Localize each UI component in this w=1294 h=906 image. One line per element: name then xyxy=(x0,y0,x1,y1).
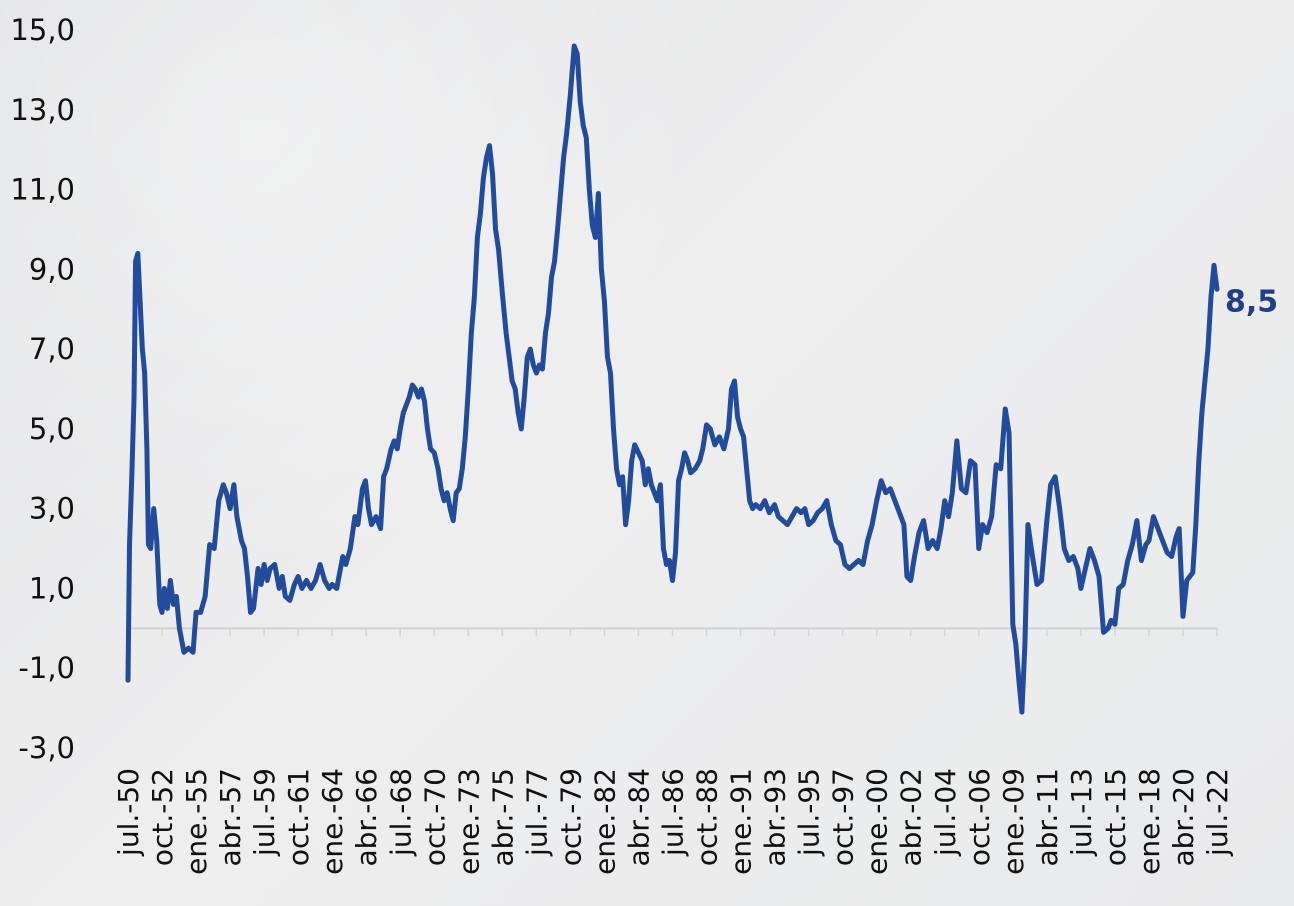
x-tick-label: jul.-22 xyxy=(1201,768,1234,857)
x-tick-label: jul.-68 xyxy=(384,768,417,857)
x-tick-label: oct.-06 xyxy=(963,768,996,866)
x-tick-label: jul.-04 xyxy=(929,768,962,857)
y-tick-label: 3,0 xyxy=(29,492,75,526)
y-axis: 15,0 13,0 11,0 9,0 7,0 5,0 3,0 1,0 -1,0 -3,0 xyxy=(10,13,75,765)
x-tick-label: oct.-52 xyxy=(146,768,179,866)
series-layer xyxy=(125,43,1220,715)
y-tick-label: 1,0 xyxy=(29,571,75,605)
x-tick-label: jul.-50 xyxy=(112,768,145,857)
x-tick-label: jul.-13 xyxy=(1065,768,1098,857)
last-value-label: 8,5 xyxy=(1225,284,1278,319)
x-tick-label: oct.-79 xyxy=(554,768,587,866)
x-tick-label: abr.-11 xyxy=(1031,768,1064,867)
x-tick-label: oct.-70 xyxy=(418,768,451,866)
y-tick-label: 11,0 xyxy=(10,173,75,207)
x-tick-label: jul.-77 xyxy=(520,768,553,857)
x-tick-label: jul.-59 xyxy=(248,768,281,857)
x-tick-label: abr.-57 xyxy=(214,768,247,867)
y-tick-label: 9,0 xyxy=(29,252,75,286)
x-tick-label: ene.-55 xyxy=(180,768,213,875)
x-tick-label: ene.-18 xyxy=(1133,768,1166,875)
x-tick-label: ene.-00 xyxy=(861,768,894,875)
y-tick-label: 13,0 xyxy=(10,93,75,127)
x-tick-label: abr.-93 xyxy=(759,768,792,867)
y-tick-label: 15,0 xyxy=(10,13,75,47)
x-tick-label: abr.-84 xyxy=(622,768,655,867)
x-tick-label: oct.-15 xyxy=(1099,768,1132,866)
x-tick-label: ene.-91 xyxy=(725,768,758,875)
x-tick-label: oct.-61 xyxy=(282,768,315,866)
y-tick-label: 7,0 xyxy=(29,332,75,366)
x-tick-label: oct.-97 xyxy=(827,768,860,866)
x-tick-label: abr.-66 xyxy=(350,768,383,867)
y-tick-label: -1,0 xyxy=(18,651,75,685)
y-tick-label: -3,0 xyxy=(18,731,75,765)
x-axis: jul.-50 oct.-52 ene.-55 abr.-57 jul.-59 oct.-… xyxy=(112,627,1234,875)
x-tick-label: jul.-95 xyxy=(793,768,826,857)
x-tick-label: jul.-86 xyxy=(657,768,690,857)
series-line xyxy=(125,43,1220,715)
x-tick-label: ene.-64 xyxy=(316,768,349,875)
x-tick-label: ene.-82 xyxy=(588,768,621,875)
x-tick-label: ene.-73 xyxy=(452,768,485,875)
x-tick-label: abr.-02 xyxy=(895,768,928,867)
y-tick-label: 5,0 xyxy=(29,412,75,446)
x-tick-label: abr.-20 xyxy=(1167,768,1200,867)
x-tick-label: oct.-88 xyxy=(691,768,724,866)
x-tick-label: ene.-09 xyxy=(997,768,1030,875)
x-tick-label: abr.-75 xyxy=(486,768,519,867)
annotation-layer: 8,5 xyxy=(1225,284,1278,319)
